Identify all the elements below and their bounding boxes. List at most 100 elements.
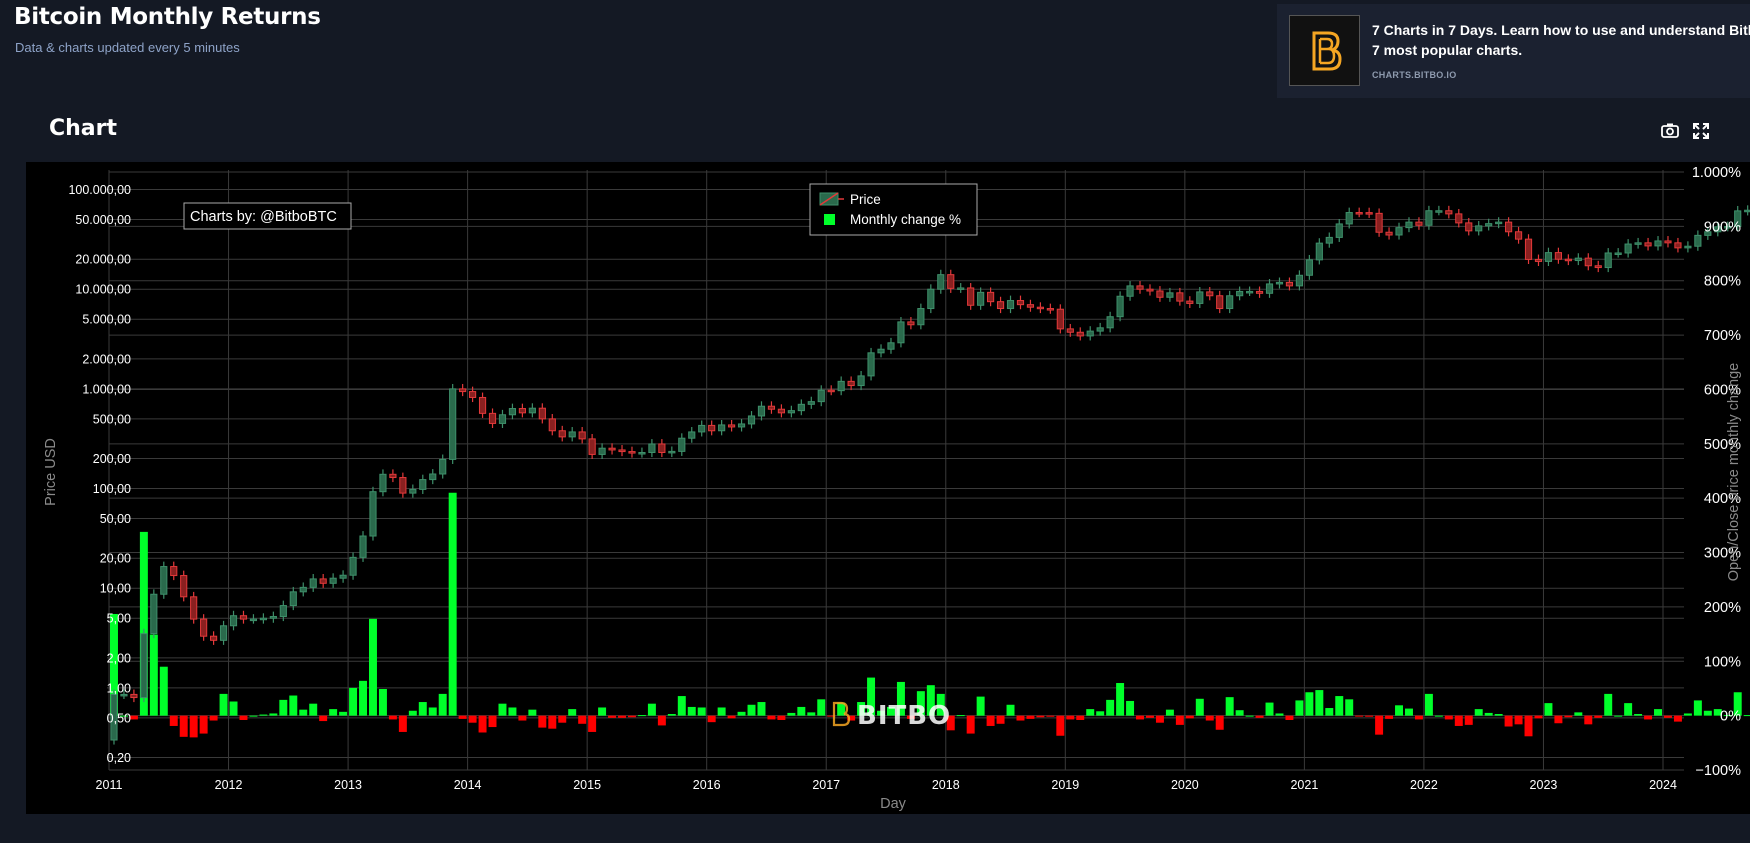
candle[interactable]: [1335, 219, 1343, 242]
candle[interactable]: [668, 446, 676, 458]
candle[interactable]: [508, 403, 517, 420]
candle[interactable]: [279, 600, 287, 622]
bar[interactable]: [199, 715, 208, 734]
bar[interactable]: [1594, 715, 1603, 718]
candle[interactable]: [967, 283, 975, 310]
bar[interactable]: [1514, 715, 1523, 725]
bar[interactable]: [1414, 715, 1423, 720]
camera-icon[interactable]: [1659, 120, 1681, 142]
bar[interactable]: [956, 715, 965, 717]
candle[interactable]: [777, 404, 785, 418]
candle[interactable]: [1694, 230, 1702, 251]
bar[interactable]: [1564, 715, 1573, 718]
bar[interactable]: [1215, 715, 1224, 730]
candle[interactable]: [488, 408, 497, 429]
candle[interactable]: [180, 570, 188, 602]
candle[interactable]: [1295, 270, 1303, 291]
bar[interactable]: [1604, 693, 1613, 716]
bar[interactable]: [1056, 715, 1065, 736]
candle[interactable]: [807, 396, 815, 409]
bar[interactable]: [1574, 712, 1583, 716]
candle[interactable]: [817, 385, 825, 407]
candle[interactable]: [1056, 304, 1064, 334]
bar[interactable]: [468, 715, 477, 723]
candle[interactable]: [170, 561, 178, 581]
candle[interactable]: [1136, 280, 1144, 294]
bar[interactable]: [1385, 715, 1394, 719]
candle[interactable]: [459, 383, 467, 397]
candle[interactable]: [1196, 286, 1204, 308]
bar[interactable]: [1554, 715, 1563, 724]
bar[interactable]: [1404, 708, 1413, 716]
promo-link[interactable]: CHARTS.BITBO.IO: [1372, 70, 1457, 80]
bar[interactable]: [966, 715, 975, 734]
candle[interactable]: [299, 582, 307, 597]
bar[interactable]: [1614, 715, 1623, 717]
candle[interactable]: [269, 611, 277, 623]
bar[interactable]: [1225, 697, 1234, 716]
bar[interactable]: [916, 691, 925, 716]
candle[interactable]: [1255, 286, 1264, 298]
candle[interactable]: [528, 403, 536, 418]
candle[interactable]: [1734, 205, 1742, 232]
bar[interactable]: [1683, 713, 1692, 716]
bar[interactable]: [1524, 715, 1533, 737]
bar[interactable]: [1474, 709, 1483, 716]
bar[interactable]: [109, 613, 118, 716]
candle[interactable]: [1226, 290, 1234, 314]
candle[interactable]: [469, 386, 477, 403]
bar[interactable]: [289, 695, 298, 716]
candle[interactable]: [1365, 207, 1373, 218]
bar[interactable]: [1464, 715, 1473, 725]
bar[interactable]: [807, 712, 816, 716]
bar[interactable]: [1155, 715, 1164, 723]
legend[interactable]: Price Monthly change %: [809, 183, 978, 236]
bar[interactable]: [1275, 713, 1284, 716]
candle[interactable]: [548, 413, 556, 436]
bar[interactable]: [378, 688, 387, 716]
candle[interactable]: [1116, 291, 1124, 322]
bar[interactable]: [359, 680, 368, 716]
candle[interactable]: [737, 419, 746, 432]
bar[interactable]: [697, 707, 706, 716]
expand-icon[interactable]: [1690, 120, 1712, 142]
candle[interactable]: [787, 405, 795, 418]
bar[interactable]: [598, 707, 607, 716]
bar[interactable]: [239, 715, 248, 720]
candle[interactable]: [1156, 286, 1164, 302]
bar[interactable]: [1076, 715, 1085, 720]
candle[interactable]: [1744, 205, 1750, 216]
candle[interactable]: [190, 591, 198, 624]
candle[interactable]: [1534, 254, 1543, 266]
candle[interactable]: [897, 316, 905, 348]
candle[interactable]: [618, 445, 626, 457]
bar[interactable]: [867, 677, 876, 716]
candle[interactable]: [977, 287, 985, 310]
bar[interactable]: [1195, 698, 1204, 716]
candle[interactable]: [210, 631, 218, 645]
bar[interactable]: [1434, 715, 1443, 717]
bar[interactable]: [647, 703, 656, 716]
bar[interactable]: [119, 715, 128, 717]
candle[interactable]: [728, 420, 736, 432]
bar[interactable]: [388, 715, 397, 720]
candle[interactable]: [1355, 207, 1363, 218]
bar[interactable]: [687, 706, 696, 716]
legend-item-monthly-change[interactable]: Monthly change %: [824, 212, 961, 227]
candle[interactable]: [1644, 237, 1652, 251]
bar[interactable]: [1654, 709, 1663, 716]
candle[interactable]: [1345, 207, 1353, 229]
candle[interactable]: [987, 287, 995, 307]
candle[interactable]: [249, 614, 258, 624]
bar[interactable]: [1644, 715, 1653, 720]
bar[interactable]: [637, 715, 646, 717]
bar[interactable]: [1086, 709, 1095, 716]
bar[interactable]: [1355, 715, 1364, 717]
candle[interactable]: [319, 574, 327, 588]
legend-item-price[interactable]: Price: [819, 192, 881, 207]
candle[interactable]: [1544, 247, 1553, 266]
candle[interactable]: [1664, 236, 1672, 248]
candle[interactable]: [1236, 286, 1244, 301]
bar[interactable]: [1504, 715, 1513, 727]
candle[interactable]: [1415, 217, 1423, 230]
